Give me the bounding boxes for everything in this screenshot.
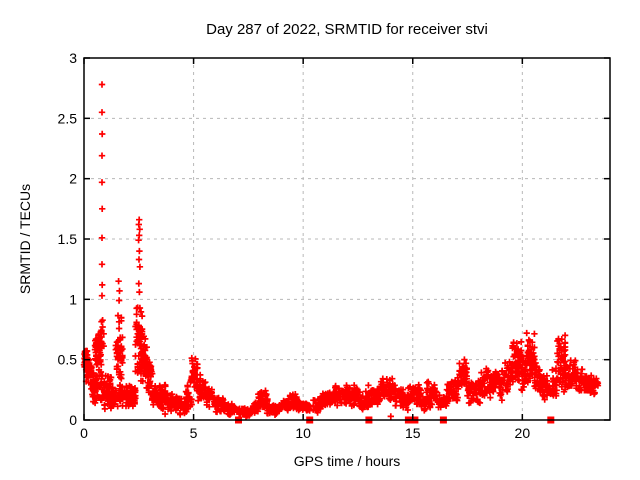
y-tick-label: 2 <box>69 171 77 187</box>
x-tick-label: 5 <box>190 425 198 441</box>
plot-border-and-ticks <box>83 57 611 421</box>
x-tick-label: 20 <box>515 425 531 441</box>
y-tick-label: 0 <box>69 412 77 428</box>
y-tick-label: 3 <box>69 50 77 66</box>
plus-marker-cluster <box>392 338 529 414</box>
scatter-points <box>80 81 602 424</box>
plus-marker-cluster <box>80 304 150 413</box>
y-tick-label: 1 <box>69 291 77 307</box>
plus-marker-cluster <box>98 81 602 420</box>
y-tick-label: 1.5 <box>58 231 78 247</box>
plus-marker-cluster <box>255 375 403 418</box>
x-axis-label: GPS time / hours <box>294 453 401 469</box>
y-tick-label: 0.5 <box>58 352 78 368</box>
x-tick-label: 15 <box>405 425 421 441</box>
tick-labels: 0 5 10 15 20 0 0.5 1 1.5 2 2.5 3 <box>58 50 531 441</box>
y-tick-label: 2.5 <box>58 110 78 126</box>
plus-marker-cluster <box>138 333 271 420</box>
x-tick-label: 10 <box>295 425 311 441</box>
y-axis-label: SRMTID / TECUs <box>17 184 33 294</box>
chart-title: Day 287 of 2022, SRMTID for receiver stv… <box>206 21 488 38</box>
x-tick-label: 0 <box>80 425 88 441</box>
